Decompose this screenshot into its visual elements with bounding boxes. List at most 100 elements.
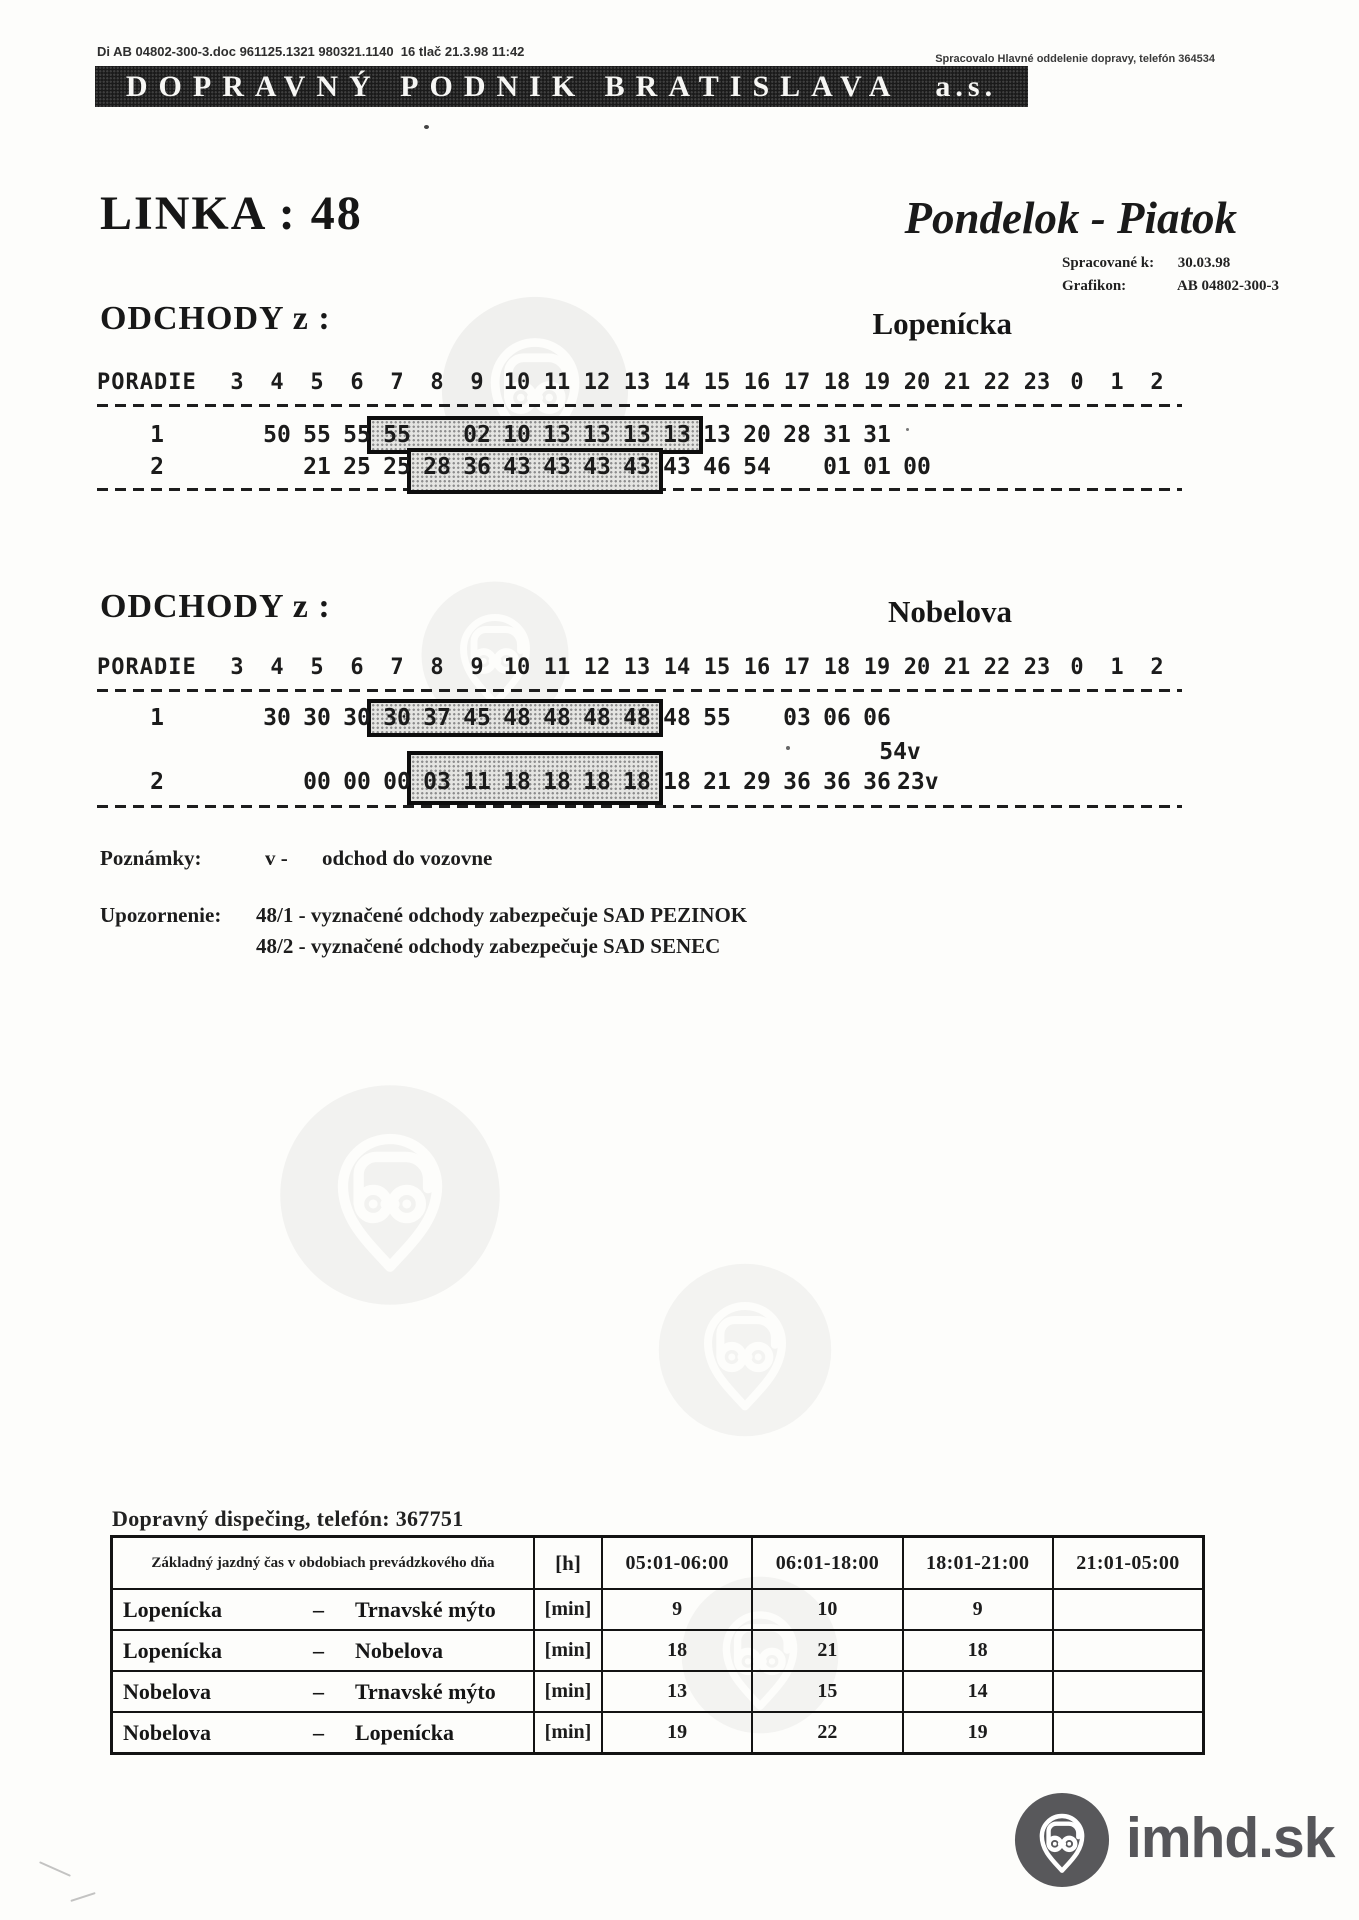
hour-header-4: 4 <box>270 370 284 395</box>
hour-header-17: 17 <box>783 655 811 680</box>
order-number: 2 <box>150 454 164 480</box>
hour-header-11: 11 <box>543 655 571 680</box>
departure-minute: 31 <box>863 422 891 448</box>
departure-minute: 01 <box>823 454 851 480</box>
hour-header-14: 14 <box>663 655 691 680</box>
route-dash: – <box>313 1637 324 1663</box>
hour-header-13: 13 <box>623 370 651 395</box>
travel-header-description: Základný jazdný čas v obdobiach prevádzk… <box>151 1554 495 1571</box>
grafikon-id: AB 04802-300-3 <box>1176 278 1280 294</box>
travel-route: Nobelova – Trnavské mýto <box>113 1670 533 1711</box>
travel-time-value <box>1051 1629 1202 1670</box>
departure-minute: 13 <box>663 422 691 448</box>
hour-header-21: 21 <box>943 655 971 680</box>
hour-header-1: 1 <box>1110 370 1124 395</box>
travel-header-period: 18:01-21:00 <box>901 1538 1052 1588</box>
travel-time-value: 21 <box>751 1629 902 1670</box>
departure-minute: 01 <box>863 454 891 480</box>
travel-table-row: Lopenícka – Nobelova [min] 18 21 18 <box>113 1629 1202 1670</box>
departure-minute: 50 <box>263 422 291 448</box>
poradie-header-label: PORADIE <box>97 655 197 680</box>
departure-minute: 55 <box>303 422 331 448</box>
hour-header-15: 15 <box>703 655 731 680</box>
departures-heading-nobelova: ODCHODY z : <box>100 588 331 625</box>
departure-minute: 02 <box>463 422 491 448</box>
hour-header-20: 20 <box>903 655 931 680</box>
departures-heading-lopenicka: ODCHODY z : <box>100 300 331 337</box>
departure-minute: 00 <box>383 769 411 795</box>
note-symbol: v - <box>265 846 288 870</box>
route-dash: – <box>313 1678 324 1704</box>
scan-artifact <box>424 125 429 129</box>
hour-header-16: 16 <box>743 370 771 395</box>
departure-minute: 43 <box>663 454 691 480</box>
departure-minute: 36 <box>463 454 491 480</box>
hour-header-18: 18 <box>823 655 851 680</box>
warning-label: Upozornenie: <box>100 903 222 927</box>
departure-minute: 20 <box>743 422 771 448</box>
travel-route: Nobelova – Lopenícka <box>113 1711 533 1752</box>
departure-minute: 46 <box>703 454 731 480</box>
dispatch-info: Dopravný dispečing, telefón: 367751 <box>112 1506 464 1531</box>
scan-artifact <box>39 1861 71 1877</box>
departure-minute: 06 <box>863 705 891 731</box>
station-to: Lopenícka <box>355 1719 455 1745</box>
route-dash: – <box>313 1596 324 1622</box>
processed-row: Spracované k: 30.03.98 <box>1062 252 1279 275</box>
hour-header-12: 12 <box>583 655 611 680</box>
validity-days: Pondelok - Piatok <box>904 193 1237 243</box>
hour-header-3: 3 <box>230 370 244 395</box>
hour-header-17: 17 <box>783 370 811 395</box>
hour-header-15: 15 <box>703 370 731 395</box>
departure-minute: 25 <box>383 454 411 480</box>
travel-time-value: 22 <box>751 1711 902 1752</box>
departure-minute: 48 <box>583 705 611 731</box>
hour-header-19: 19 <box>863 655 891 680</box>
hour-header-8: 8 <box>430 370 444 395</box>
processing-info: Spracované k: 30.03.98 Grafikon: AB 0480… <box>1062 252 1279 298</box>
departure-minute: 00 <box>343 769 371 795</box>
print-meta: Di AB 04802-300-3.doc 961125.1321 980321… <box>97 44 525 59</box>
departure-minute: 13 <box>703 422 731 448</box>
departure-minute: 30 <box>343 705 371 731</box>
hour-header-14: 14 <box>663 370 691 395</box>
company-suffix: a.s. <box>935 69 998 103</box>
station-from: Nobelova <box>123 1719 211 1745</box>
hour-header-22: 22 <box>983 370 1011 395</box>
hour-header-20: 20 <box>903 370 931 395</box>
warning-line-2: 48/2 - vyznačené odchody zabezpečuje SAD… <box>256 934 721 958</box>
travel-time-value <box>1051 1588 1202 1629</box>
departure-minute: 21 <box>703 769 731 795</box>
imhd-branding: imhd.sk <box>1014 1792 1335 1888</box>
hour-header-7: 7 <box>390 655 404 680</box>
hour-header-18: 18 <box>823 370 851 395</box>
travel-header-period: 06:01-18:00 <box>751 1538 901 1588</box>
station-from: Lopenícka <box>123 1596 223 1622</box>
travel-time-value: 14 <box>901 1670 1052 1711</box>
travel-header-unit: [h] <box>533 1538 601 1588</box>
departure-minute: 18 <box>663 769 691 795</box>
departure-minute: 06 <box>823 705 851 731</box>
travel-table-row: Nobelova – Trnavské mýto [min] 13 15 14 <box>113 1670 1202 1711</box>
travel-unit: [min] <box>533 1629 601 1670</box>
departure-minute: 45 <box>463 705 491 731</box>
departure-minute: 25 <box>343 454 371 480</box>
grafikon-row: Grafikon: AB 04802-300-3 <box>1062 275 1279 298</box>
hour-header-5: 5 <box>310 655 324 680</box>
dashed-separator <box>97 404 1182 407</box>
station-from: Lopenícka <box>123 1637 223 1663</box>
hour-header-10: 10 <box>503 655 531 680</box>
dashed-separator <box>97 689 1182 692</box>
imhd-logo-icon <box>1014 1792 1110 1888</box>
highlighted-departures-box <box>407 751 663 805</box>
hour-header-10: 10 <box>503 370 531 395</box>
note-text: odchod do vozovne <box>322 846 493 870</box>
departure-minute: 28 <box>783 422 811 448</box>
departure-minute: 31 <box>823 422 851 448</box>
hour-header-19: 19 <box>863 370 891 395</box>
travel-table-header-row: Základný jazdný čas v obdobiach prevádzk… <box>113 1538 1202 1588</box>
departure-minute: 37 <box>423 705 451 731</box>
departure-minute: 30 <box>263 705 291 731</box>
departure-minute: 48 <box>623 705 651 731</box>
departure-minute: 30 <box>303 705 331 731</box>
